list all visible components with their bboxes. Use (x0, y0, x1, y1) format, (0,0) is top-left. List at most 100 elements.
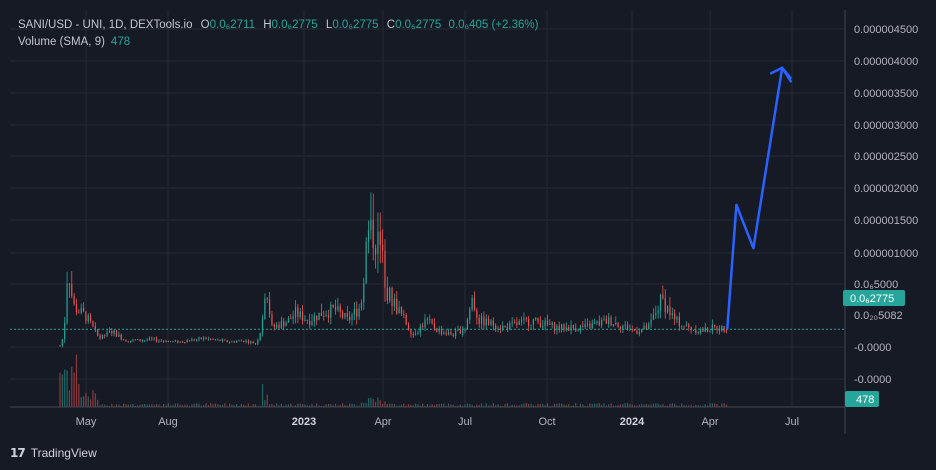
volume-bar (344, 405, 346, 407)
price-axis[interactable]: 0.000004500 0.000004000 0.000003500 0.00000… (854, 24, 918, 386)
candle-body (612, 324, 615, 326)
candle-body (280, 321, 282, 328)
candle-body (502, 326, 504, 329)
candle-body (389, 288, 391, 301)
volume-bar (304, 404, 306, 407)
volume-bar (283, 405, 285, 407)
candle-body (657, 310, 659, 314)
volume-bar (546, 403, 549, 407)
candle-body (316, 315, 318, 321)
volume-bar (506, 403, 509, 407)
candle-body (624, 324, 626, 326)
volume-bar (172, 405, 174, 407)
candle-body (525, 318, 527, 320)
candle-body (353, 308, 355, 316)
volume-bar (226, 405, 228, 407)
volume-bars (59, 354, 728, 407)
volume-bar (410, 404, 412, 407)
candle-body (464, 329, 466, 331)
volume-bar (212, 404, 214, 407)
candle-body (725, 331, 728, 333)
volume-bar (233, 405, 235, 407)
volume-bar (721, 403, 723, 407)
volume-bar (572, 405, 574, 407)
candle-body (97, 329, 99, 336)
candle-body (151, 338, 153, 340)
volume-bar (558, 403, 560, 407)
candle-body (568, 327, 570, 331)
volume-bar (132, 403, 134, 407)
candle-body (664, 298, 666, 312)
volume-bar (99, 405, 101, 407)
volume-bar (160, 405, 162, 407)
volume-bar (565, 404, 567, 407)
volume-bar (692, 405, 695, 407)
volume-bar (82, 396, 85, 407)
candle-body (349, 316, 351, 321)
candle-body (167, 341, 169, 343)
volume-bar (68, 390, 71, 407)
volume-bar (483, 405, 485, 407)
candle-body (276, 324, 278, 327)
volume-bar (118, 404, 120, 407)
footer-branding[interactable]: 17 TradingView (10, 446, 97, 460)
candle-body (78, 312, 80, 314)
candle-body (579, 326, 582, 331)
candle-body (473, 297, 476, 311)
volume-bar (622, 404, 624, 407)
volume-indicator-label[interactable]: Volume (SMA, 9) (18, 36, 105, 48)
volume-bar (598, 403, 600, 407)
candle-body (219, 339, 221, 342)
candle-body (252, 341, 254, 344)
volume-bar (146, 404, 148, 407)
low-value: 0.0₆2775 (332, 19, 379, 31)
volume-bar (299, 403, 301, 407)
volume-bar (716, 404, 718, 407)
high-label: H (263, 19, 272, 31)
candle-body (64, 322, 66, 340)
volume-bar (537, 403, 539, 407)
volume-bar (297, 403, 299, 407)
volume-bar (325, 404, 327, 407)
candle-body (212, 339, 214, 340)
volume-bar (108, 405, 111, 407)
symbol-title[interactable]: SANI/USD - UNI, 1D, DEXTools.io (18, 19, 193, 31)
candle-body (247, 340, 249, 344)
candle-body (671, 313, 673, 316)
volume-bar (372, 399, 374, 407)
volume-bar (280, 403, 282, 407)
volume-bar (492, 403, 494, 407)
volume-bar (520, 404, 523, 407)
change-value: 0.0₆405 (+2.36%) (448, 19, 539, 31)
candle-body (551, 322, 553, 325)
volume-bar (431, 404, 433, 407)
candle-body (68, 283, 71, 285)
volume-bar (231, 404, 233, 407)
candle-body (518, 321, 520, 325)
candle-body (645, 325, 647, 330)
candle-body (134, 339, 136, 341)
candle-body (139, 339, 141, 341)
volume-bar (144, 404, 146, 407)
candle-body (520, 319, 523, 322)
candle-body (163, 340, 165, 342)
time-axis[interactable]: May Aug 2023 Apr Jul Oct 2024 Apr Jul (76, 416, 799, 428)
volume-bar (438, 403, 440, 407)
volume-bar (301, 404, 304, 407)
candle-body (403, 313, 405, 316)
candle-body (155, 338, 158, 342)
volume-bar (603, 403, 605, 407)
candle-body (104, 334, 106, 336)
candle-body (469, 309, 471, 320)
volume-bar (184, 404, 186, 407)
candle-body (327, 315, 330, 318)
candle-body (492, 320, 494, 326)
volume-bar (528, 404, 530, 407)
volume-bar (608, 404, 610, 407)
volume-bar (292, 405, 294, 407)
volume-bar (290, 403, 292, 407)
volume-bar (205, 403, 207, 407)
candle-body (450, 332, 452, 335)
volume-bar (360, 402, 363, 407)
